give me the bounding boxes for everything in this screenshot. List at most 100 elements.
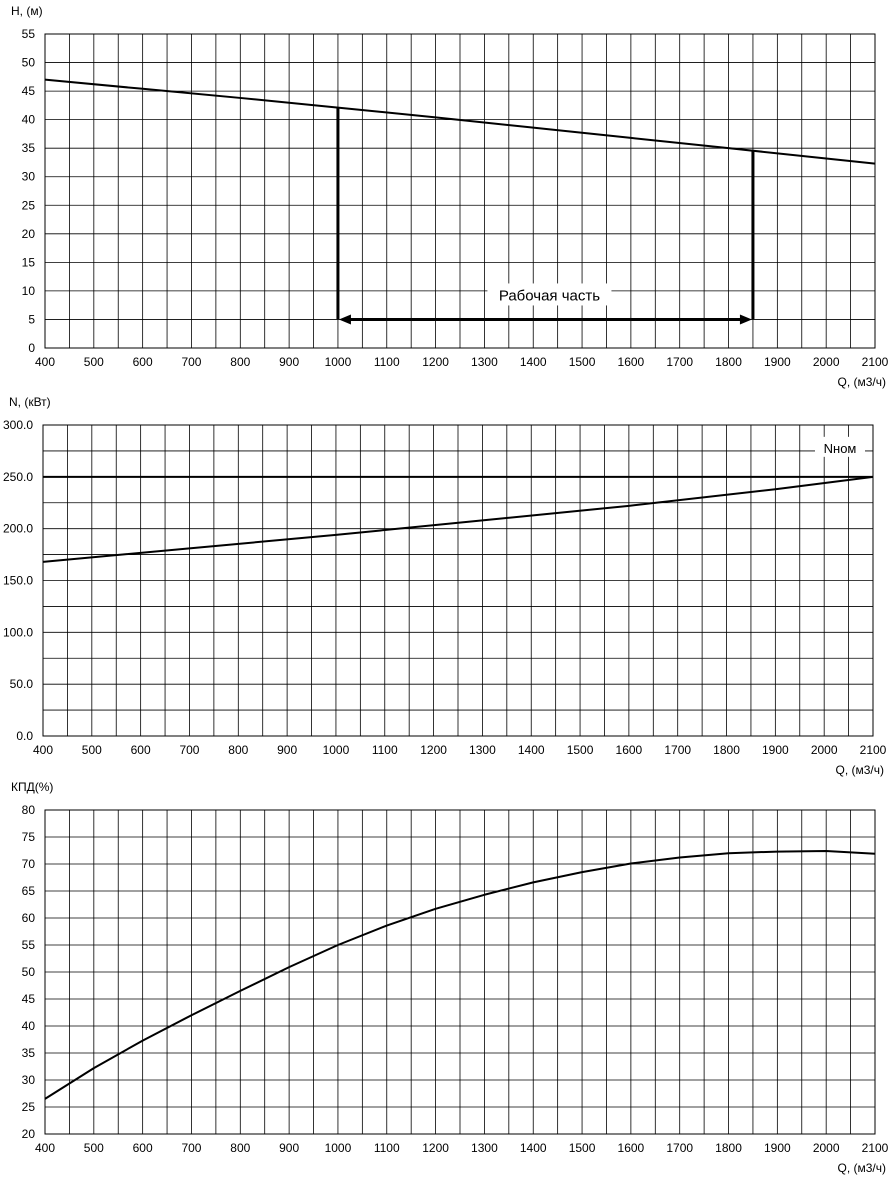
y-axis-label: N, (кВт) bbox=[9, 395, 51, 409]
x-tick-label: 1700 bbox=[666, 355, 693, 369]
y-tick-label: 0 bbox=[28, 341, 35, 355]
grid bbox=[42, 424, 874, 737]
x-tick-label: 1400 bbox=[520, 1141, 547, 1155]
y-tick-label: 10 bbox=[22, 284, 36, 298]
x-tick-label: 500 bbox=[84, 1141, 104, 1155]
y-tick-label: 15 bbox=[22, 255, 36, 269]
x-tick-label: 1100 bbox=[372, 743, 398, 757]
y-tick-label: 200.0 bbox=[3, 522, 33, 536]
x-tick-label: 1100 bbox=[374, 1141, 400, 1155]
x-tick-label: 1900 bbox=[764, 355, 791, 369]
y-tick-label: 60 bbox=[22, 911, 36, 925]
y-tick-label: 55 bbox=[22, 938, 36, 952]
y-tick-label: 5 bbox=[28, 312, 35, 326]
x-tick-label: 1600 bbox=[618, 355, 645, 369]
y-tick-label: 70 bbox=[22, 857, 36, 871]
y-tick-label: 100.0 bbox=[3, 625, 33, 639]
y-axis-label: H, (м) bbox=[11, 4, 43, 18]
x-tick-label: 600 bbox=[133, 1141, 153, 1155]
y-tick-label: 25 bbox=[22, 1100, 36, 1114]
x-tick-label: 800 bbox=[230, 355, 250, 369]
y-tick-label: 50 bbox=[22, 965, 36, 979]
range-arrow-head-right bbox=[739, 314, 752, 325]
x-tick-label: 1100 bbox=[374, 355, 400, 369]
y-tick-label: 300.0 bbox=[3, 418, 33, 432]
y-tick-label: 65 bbox=[22, 884, 36, 898]
x-tick-label: 1700 bbox=[664, 743, 691, 757]
head-chart: 0 5 10 15 20 25 30 35 40 45 50 55 400 500 600 700 800 900… bbox=[11, 4, 889, 389]
x-tick-label: 600 bbox=[133, 355, 153, 369]
y-tick-label: 50 bbox=[22, 56, 36, 70]
x-tick-label: 500 bbox=[82, 743, 102, 757]
x-tick-label: 1500 bbox=[569, 1141, 596, 1155]
x-tick-label: 400 bbox=[33, 743, 53, 757]
range-arrow-head-left bbox=[338, 314, 351, 325]
plot-border bbox=[44, 809, 876, 1135]
efficiency-chart: 20 25 30 35 40 45 50 55 60 65 70 75 80 400 500 600 700 80… bbox=[11, 780, 889, 1175]
x-tick-label: 400 bbox=[35, 355, 55, 369]
y-tick-label: 25 bbox=[22, 198, 36, 212]
series-line bbox=[42, 475, 874, 563]
x-tick-label: 800 bbox=[230, 1141, 250, 1155]
x-tick-label: 900 bbox=[279, 1141, 299, 1155]
y-tick-label: 75 bbox=[22, 830, 36, 844]
x-tick-label: 1500 bbox=[567, 743, 594, 757]
x-axis-label: Q, (м3/ч) bbox=[837, 1161, 886, 1175]
grid bbox=[44, 809, 876, 1135]
series-line bbox=[44, 78, 876, 165]
y-tick-label: 40 bbox=[22, 113, 36, 127]
y-tick-label: 35 bbox=[22, 141, 36, 155]
y-tick-label: 35 bbox=[22, 1046, 36, 1060]
x-tick-label: 2100 bbox=[860, 743, 887, 757]
y-tick-label: 45 bbox=[22, 84, 36, 98]
x-axis-label: Q, (м3/ч) bbox=[835, 763, 884, 777]
x-tick-label: 1500 bbox=[569, 355, 596, 369]
x-tick-label: 1900 bbox=[762, 743, 789, 757]
plot-border bbox=[42, 424, 874, 737]
x-tick-label: 2100 bbox=[862, 355, 889, 369]
x-tick-label: 700 bbox=[181, 355, 201, 369]
x-tick-label: 1400 bbox=[518, 743, 545, 757]
y-tick-label: 0.0 bbox=[16, 729, 33, 743]
y-tick-label: 80 bbox=[22, 803, 36, 817]
range-label-bg bbox=[487, 283, 612, 306]
x-tick-label: 1600 bbox=[618, 1141, 645, 1155]
x-tick-label: 1600 bbox=[616, 743, 643, 757]
x-tick-label: 1800 bbox=[713, 743, 740, 757]
reference-label-bg bbox=[815, 436, 865, 457]
plot-border bbox=[44, 33, 876, 349]
x-tick-label: 700 bbox=[181, 1141, 201, 1155]
x-tick-label: 1000 bbox=[325, 1141, 352, 1155]
y-tick-label: 250.0 bbox=[3, 470, 33, 484]
range-label: Рабочая часть bbox=[499, 287, 600, 304]
x-tick-label: 2000 bbox=[813, 355, 840, 369]
y-tick-label: 30 bbox=[22, 170, 36, 184]
x-tick-label: 1800 bbox=[715, 1141, 742, 1155]
grid bbox=[44, 33, 876, 349]
x-tick-label: 1200 bbox=[420, 743, 447, 757]
y-tick-label: 55 bbox=[22, 27, 36, 41]
x-tick-label: 800 bbox=[228, 743, 248, 757]
x-tick-label: 1400 bbox=[520, 355, 547, 369]
x-axis-label: Q, (м3/ч) bbox=[837, 375, 886, 389]
y-tick-label: 30 bbox=[22, 1073, 36, 1087]
y-tick-label: 20 bbox=[22, 1127, 36, 1141]
y-tick-label: 20 bbox=[22, 227, 36, 241]
x-tick-label: 2000 bbox=[811, 743, 838, 757]
y-axis-label: КПД(%) bbox=[11, 780, 53, 794]
x-tick-label: 1000 bbox=[323, 743, 350, 757]
x-tick-label: 2000 bbox=[813, 1141, 840, 1155]
x-tick-label: 1300 bbox=[471, 1141, 498, 1155]
y-tick-label: 45 bbox=[22, 992, 36, 1006]
x-tick-label: 1300 bbox=[469, 743, 496, 757]
series-line bbox=[44, 850, 876, 1100]
power-chart: 0.0 50.0 100.0 150.0 200.0 250.0 300.0 400 500 60… bbox=[3, 395, 887, 777]
x-tick-label: 400 bbox=[35, 1141, 55, 1155]
x-tick-label: 1300 bbox=[471, 355, 498, 369]
x-tick-label: 600 bbox=[131, 743, 151, 757]
x-tick-label: 900 bbox=[277, 743, 297, 757]
reference-line-label: Nном bbox=[824, 441, 857, 456]
x-tick-label: 1900 bbox=[764, 1141, 791, 1155]
x-tick-label: 1200 bbox=[422, 1141, 449, 1155]
